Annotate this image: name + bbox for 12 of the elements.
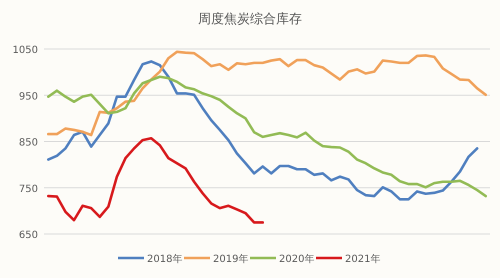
y-tick-label: 650 <box>18 230 38 241</box>
legend-label: 2020年 <box>279 253 314 265</box>
line-series <box>46 136 264 224</box>
legend-label: 2021年 <box>345 253 380 265</box>
y-tick-label: 750 <box>18 184 38 195</box>
line-series <box>46 50 488 136</box>
legend-label: 2019年 <box>213 253 248 265</box>
y-tick-label: 1050 <box>12 45 38 56</box>
chart-title: 周度焦炭综合库存 <box>198 11 302 27</box>
legend-label: 2018年 <box>147 253 182 265</box>
y-tick-label: 850 <box>18 138 38 148</box>
y-tick-label: 950 <box>18 91 38 102</box>
